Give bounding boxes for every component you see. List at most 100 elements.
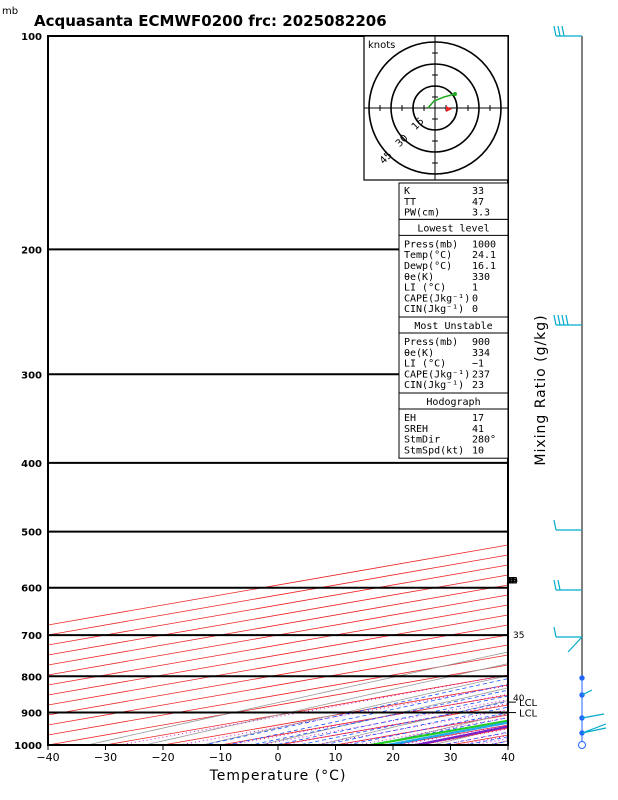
mixing-ratio-tick-label: 6	[509, 577, 515, 587]
index-row-name: PW(cm)	[404, 208, 440, 219]
isotherm-line	[48, 664, 508, 745]
hodograph-indices-row-name: StmSpd(kt)	[404, 445, 464, 456]
wind-level-dot	[578, 741, 586, 749]
wind-barb-shaft	[567, 636, 583, 653]
mixing-ratio-tick-label: 30	[506, 577, 518, 587]
mixing-ratio-tick-label: 2	[509, 577, 515, 587]
most-unstable-row-value: 900	[472, 337, 490, 348]
mixing-ratio-tick-label: 16	[506, 577, 518, 587]
pressure-unit-label: mb	[2, 6, 18, 17]
isotherm-line	[48, 574, 508, 656]
pressure-tick-label: 100	[21, 32, 42, 43]
wind-level-dot	[579, 675, 585, 681]
x-tick-label: 30	[444, 751, 458, 764]
wind-barb-flag	[553, 25, 557, 37]
pressure-tick-label: 800	[21, 672, 42, 683]
wind-barb-flag	[557, 25, 561, 37]
isotherm-line	[48, 554, 508, 636]
mixing-ratio-line	[226, 693, 508, 745]
dry-adiabat-line	[258, 687, 508, 745]
lowest-level-row-name: CAPE(Jkg⁻¹)	[404, 293, 470, 304]
lowest-level-header: Lowest level	[417, 223, 489, 234]
mixing-ratio-tick-label: 4	[509, 577, 515, 587]
wind-barb-flag	[557, 579, 561, 591]
wind-barb-flag	[557, 314, 561, 326]
most-unstable-row-value: 334	[472, 348, 490, 359]
lowest-level-row-name: Temp(°C)	[404, 250, 452, 261]
mixing-ratio-tick-label: 12	[506, 577, 517, 587]
moist-adiabat-line	[201, 678, 508, 745]
mixing-ratio-line	[176, 685, 508, 745]
pressure-tick-label: 900	[21, 709, 42, 720]
index-row-value: 47	[472, 197, 484, 208]
most-unstable-row-value: 23	[472, 380, 484, 391]
isotherm-line	[48, 654, 508, 736]
hodograph-indices-row-value: 17	[472, 413, 484, 424]
lowest-level-row-value: 16.1	[472, 261, 496, 272]
wind-barb-flag	[553, 579, 557, 591]
storm-motion-marker	[446, 106, 452, 112]
mixing-ratio-tick-label: 14	[506, 577, 518, 587]
index-row-value: 33	[472, 186, 484, 197]
most-unstable-row-name: CAPE(Jkg⁻¹)	[404, 369, 470, 380]
wind-barb-flag	[553, 314, 557, 326]
lowest-level-row-name: Press(mb)	[404, 239, 458, 250]
hodograph-indices-box	[398, 392, 509, 459]
indices-box-top	[398, 182, 509, 220]
mixing-ratio-tick-label: 1	[509, 577, 515, 587]
mixing-ratio-line	[311, 709, 508, 745]
isotherm-line	[48, 624, 508, 706]
mixing-ratio-tick-label: 20	[506, 577, 518, 587]
index-row-name: K	[404, 186, 410, 197]
hodograph-unit-label: knots	[368, 40, 395, 51]
x-axis-label: Temperature (°C)	[209, 768, 347, 784]
wind-barb-shaft	[581, 689, 607, 734]
moist-adiabat-line	[273, 695, 508, 745]
mixing-ratio-line	[117, 674, 508, 745]
chart-title: Acquasanta ECMWF0200 frc: 2025082206	[34, 12, 387, 30]
pressure-tick-label: 500	[21, 528, 42, 539]
most-unstable-row-value: −1	[472, 359, 484, 370]
mixing-ratio-axis-label: Mixing Ratio (g/kg)	[533, 314, 549, 465]
thermo-background-lines	[48, 248, 508, 745]
wind-barb-flag	[553, 626, 557, 638]
most-unstable-row-name: CIN(Jkg⁻¹)	[404, 380, 464, 391]
lowest-level-row-value: 24.1	[472, 250, 496, 261]
hodograph-indices-row-value: 41	[472, 424, 484, 435]
mixing-ratio-tick-label: 10	[506, 577, 518, 587]
most-unstable-row-name: LI (°C)	[404, 359, 446, 370]
most-unstable-row-name: θe(K)	[404, 348, 434, 359]
theta-e-label: 40	[513, 694, 525, 704]
isotherm-line	[48, 614, 508, 696]
isotherm-line	[48, 544, 508, 626]
isotherm-line	[48, 634, 508, 716]
lcl-label: LCL	[519, 698, 538, 709]
x-tick-label: 10	[329, 751, 343, 764]
wind-barb-flag	[565, 314, 569, 326]
lowest-level-row-value: 330	[472, 272, 490, 283]
pressure-tick-label: 400	[21, 459, 42, 470]
dry-adiabat-line	[85, 651, 508, 745]
index-row-value: 3.3	[472, 208, 490, 219]
lowest-level-row-name: LI (°C)	[404, 283, 446, 294]
x-tick-label: −40	[36, 751, 59, 764]
isotherm-line	[48, 604, 508, 686]
hodograph-indices-row-name: SREH	[404, 424, 428, 435]
isotherm-line	[103, 674, 508, 745]
pressure-tick-label: 300	[21, 370, 42, 381]
hodograph-trace	[427, 93, 456, 109]
wind-barb-flag	[561, 314, 565, 326]
lowest-level-row-value: 1000	[472, 239, 496, 250]
hodograph-trace-end	[453, 92, 457, 96]
lcl-label: LCL	[519, 709, 538, 720]
wind-barb-flag	[561, 25, 565, 37]
hodograph-indices-header: Hodograph	[426, 397, 480, 408]
isotherm-line	[48, 644, 508, 726]
lowest-level-row-name: θe(K)	[404, 272, 434, 283]
hodograph-indices-row-name: EH	[404, 413, 416, 424]
most-unstable-row-value: 237	[472, 369, 490, 380]
dry-adiabat-line	[200, 675, 508, 745]
